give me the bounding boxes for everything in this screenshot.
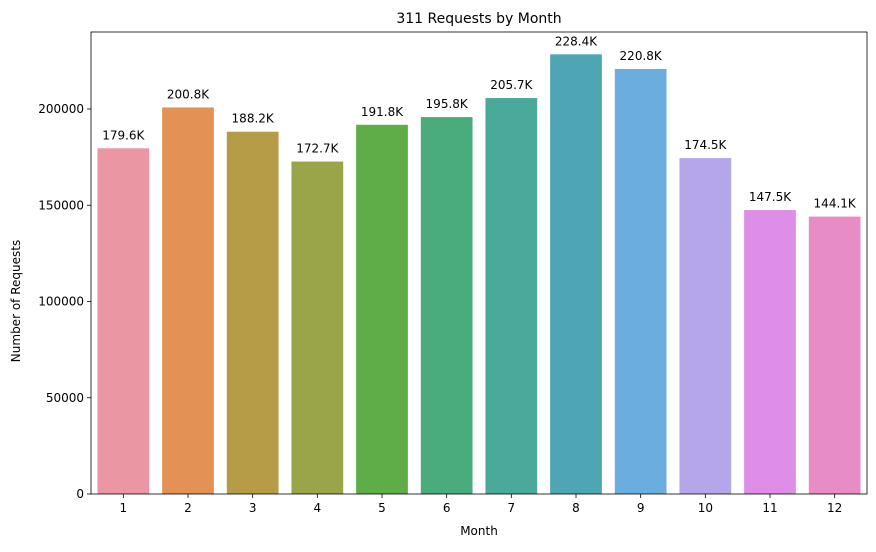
data-label-month-7: 205.7K xyxy=(490,78,533,92)
x-tick-label-8: 8 xyxy=(572,501,580,515)
bar-month-12 xyxy=(808,216,861,495)
x-tick-label-11: 11 xyxy=(762,501,777,515)
y-tick-label-200000: 200000 xyxy=(38,102,84,116)
x-tick-label-10: 10 xyxy=(698,501,713,515)
data-label-month-1: 179.6K xyxy=(102,128,145,142)
x-axis-label: Month xyxy=(460,524,498,538)
data-label-month-8: 228.4K xyxy=(555,34,598,48)
x-tick-label-4: 4 xyxy=(314,501,322,515)
y-tick-label-100000: 100000 xyxy=(38,295,84,309)
chart-title: 311 Requests by Month xyxy=(396,11,561,27)
x-tick-label-3: 3 xyxy=(249,501,257,515)
data-label-month-11: 147.5K xyxy=(749,190,792,204)
bars-group xyxy=(97,54,861,495)
bar-month-6 xyxy=(420,117,473,495)
x-tick-label-1: 1 xyxy=(120,501,128,515)
x-axis: 1 2 3 4 5 6 7 8 9 10 11 12 xyxy=(120,494,842,515)
bar-month-10 xyxy=(679,158,732,494)
bar-month-9 xyxy=(614,68,667,495)
data-label-month-5: 191.8K xyxy=(361,105,404,119)
x-tick-label-5: 5 xyxy=(378,501,386,515)
bar-month-2 xyxy=(162,107,214,495)
bar-month-1 xyxy=(97,148,150,494)
data-label-month-12: 144.1K xyxy=(814,197,857,211)
x-tick-label-12: 12 xyxy=(827,501,842,515)
x-tick-label-7: 7 xyxy=(508,501,516,515)
bar-month-3 xyxy=(226,131,279,494)
y-axis-label: Number of Requests xyxy=(9,240,23,362)
y-axis: 0 50000 100000 150000 200000 xyxy=(38,102,91,501)
bar-month-5 xyxy=(356,124,408,494)
data-label-month-2: 200.8K xyxy=(167,87,210,101)
bar-month-4 xyxy=(291,161,344,495)
data-label-month-9: 220.8K xyxy=(620,49,663,63)
bar-month-8 xyxy=(550,54,602,495)
data-labels-group: 179.6K 200.8K 188.2K 172.7K 191.8K 195.8K 205.… xyxy=(102,34,857,210)
data-label-month-10: 174.5K xyxy=(684,138,727,152)
y-tick-label-0: 0 xyxy=(76,487,84,501)
bar-month-7 xyxy=(485,98,538,494)
bar-month-11 xyxy=(744,210,796,494)
y-tick-label-50000: 50000 xyxy=(46,391,84,405)
data-label-month-4: 172.7K xyxy=(296,142,339,156)
x-tick-label-9: 9 xyxy=(637,501,645,515)
x-tick-label-2: 2 xyxy=(184,501,192,515)
plot-frame xyxy=(90,31,868,495)
data-label-month-3: 188.2K xyxy=(232,112,275,126)
x-tick-label-6: 6 xyxy=(443,501,451,515)
data-label-month-6: 195.8K xyxy=(426,97,469,111)
y-tick-label-150000: 150000 xyxy=(38,198,84,212)
